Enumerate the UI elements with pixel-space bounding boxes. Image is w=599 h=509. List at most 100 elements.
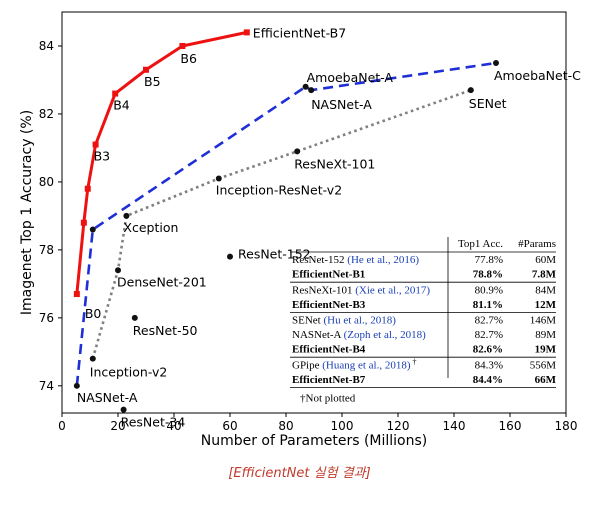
point-label: NASNet-A	[77, 390, 138, 405]
table-header-params: #Params	[518, 238, 556, 250]
table-cell-acc: 82.7%	[475, 315, 503, 327]
model-name: ResNeXt-101	[292, 284, 353, 296]
table-row-model: EfficientNet-B7	[292, 374, 366, 386]
table-row-model: NASNet-A (Zoph et al., 2018)	[292, 329, 426, 341]
table-row-model: SENet (Hu et al., 2018)	[292, 315, 396, 327]
point-label: Xception	[123, 220, 178, 235]
x-tick-label: 180	[555, 419, 578, 433]
table-cell-params: 66M	[535, 374, 557, 386]
efficientnet-point	[80, 219, 87, 226]
point-label: B3	[94, 149, 111, 164]
model-point	[123, 212, 130, 219]
x-axis-label: Number of Parameters (Millions)	[201, 433, 428, 449]
model-name: EfficientNet-B1	[292, 269, 365, 281]
model-point	[302, 83, 309, 90]
point-label: ResNeXt-101	[294, 156, 375, 171]
citation: (He et al., 2016)	[345, 254, 420, 266]
model-point	[89, 226, 96, 233]
y-axis-label: Imagenet Top 1 Accuracy (%)	[19, 110, 35, 315]
plot-frame	[61, 11, 567, 414]
efficientnet-point	[243, 29, 250, 36]
model-name: EfficientNet-B3	[292, 299, 366, 311]
table-cell-acc: 80.9%	[475, 284, 503, 296]
table-cell-params: 89M	[535, 329, 556, 341]
point-label: DenseNet-201	[117, 274, 207, 289]
figure-caption: [EfficientNet 실험 결과]	[228, 466, 371, 481]
series-line-2	[91, 88, 472, 359]
y-tick-label: 80	[39, 175, 54, 189]
table-row-model: ResNet-152 (He et al., 2016)	[292, 254, 419, 266]
table-footnote: †Not plotted	[300, 392, 356, 404]
table-cell-acc: 84.4%	[473, 374, 503, 386]
x-tick-label: 120	[387, 419, 410, 433]
table-cell-acc: 82.6%	[473, 344, 503, 356]
table-header-acc: Top1 Acc.	[458, 238, 503, 250]
table-row-model: EfficientNet-B4	[292, 344, 366, 356]
y-tick-label: 74	[39, 379, 54, 393]
table-row-model: GPipe (Huang et al., 2018) †	[292, 357, 417, 371]
table-cell-acc: 82.7%	[475, 329, 503, 341]
model-name: GPipe	[292, 359, 320, 371]
efficientnet-point	[92, 141, 99, 148]
point-label: NASNet-A	[311, 97, 372, 112]
model-point	[115, 267, 121, 274]
point-label: SENet	[469, 96, 507, 111]
model-name: EfficientNet-B7	[292, 374, 366, 386]
table-row-model: ResNeXt-101 (Xie et al., 2017)	[292, 284, 430, 296]
table-cell-acc: 81.1%	[473, 299, 503, 311]
y-tick-label: 84	[39, 39, 54, 53]
table-cell-params: 60M	[535, 254, 556, 266]
efficientnet-point	[143, 66, 149, 73]
table-cell-params: 556M	[530, 359, 557, 371]
table-cell-params: 84M	[535, 284, 556, 296]
citation: (Zoph et al., 2018)	[341, 329, 426, 341]
citation: (Huang et al., 2018)	[320, 359, 411, 371]
series-line-0	[75, 30, 248, 295]
table-cell-acc: 78.8%	[473, 269, 503, 281]
x-tick-label: 160	[499, 419, 522, 433]
model-name: EfficientNet-B4	[292, 344, 366, 356]
table-cell-acc: 77.8%	[475, 254, 503, 266]
model-point	[215, 175, 222, 182]
point-label: ResNet-34	[121, 415, 186, 430]
x-tick-label: 60	[222, 419, 237, 433]
model-point	[89, 355, 96, 362]
x-tick-label: 20	[110, 419, 125, 433]
table-row-model: EfficientNet-B1	[292, 269, 365, 281]
model-point	[120, 406, 127, 413]
citation: (Xie et al., 2017)	[353, 284, 431, 296]
point-label: Inception-v2	[90, 365, 168, 380]
series-line-1	[75, 61, 497, 386]
efficientnet-point	[179, 42, 186, 49]
model-point	[493, 59, 499, 66]
x-tick-label: 100	[331, 419, 354, 433]
point-label: EfficientNet-B7	[253, 25, 346, 40]
point-label: AmoebaNet-A	[307, 70, 394, 85]
point-label: Inception-ResNet-v2	[216, 183, 342, 198]
point-label: B6	[180, 51, 197, 66]
table-cell-acc: 84.3%	[475, 359, 503, 371]
point-label: AmoebaNet-C	[494, 68, 581, 83]
accuracy-vs-params-chart: 0 20 40 60 80 100 120 140 160 180 74 76 78 80 82 84 Numb…	[19, 11, 581, 449]
model-point	[308, 87, 315, 94]
comparison-table: Top1 Acc. #Params ResNet-152 (He et al., 2…	[290, 237, 557, 404]
model-name: ResNet-152	[292, 254, 345, 266]
table-row-model: EfficientNet-B3	[292, 299, 366, 311]
table-cell-params: 7.8M	[532, 269, 557, 281]
y-tick-label: 76	[39, 311, 54, 325]
citation: (Hu et al., 2018)	[321, 315, 396, 327]
x-tick-label: 140	[443, 419, 466, 433]
point-label: ResNet-50	[133, 323, 198, 338]
table-cell-params: 19M	[535, 344, 557, 356]
efficientnet-point	[73, 291, 80, 298]
point-label: B4	[113, 98, 130, 113]
model-point	[294, 148, 301, 155]
model-point	[131, 314, 138, 321]
point-label: B0	[85, 306, 102, 321]
x-tick-label: 40	[166, 419, 181, 433]
table-cell-params: 146M	[530, 315, 557, 327]
x-tick-label: 80	[278, 419, 293, 433]
efficientnet-point	[84, 185, 91, 192]
efficientnet-point	[112, 90, 119, 97]
y-tick-label: 82	[39, 107, 54, 121]
